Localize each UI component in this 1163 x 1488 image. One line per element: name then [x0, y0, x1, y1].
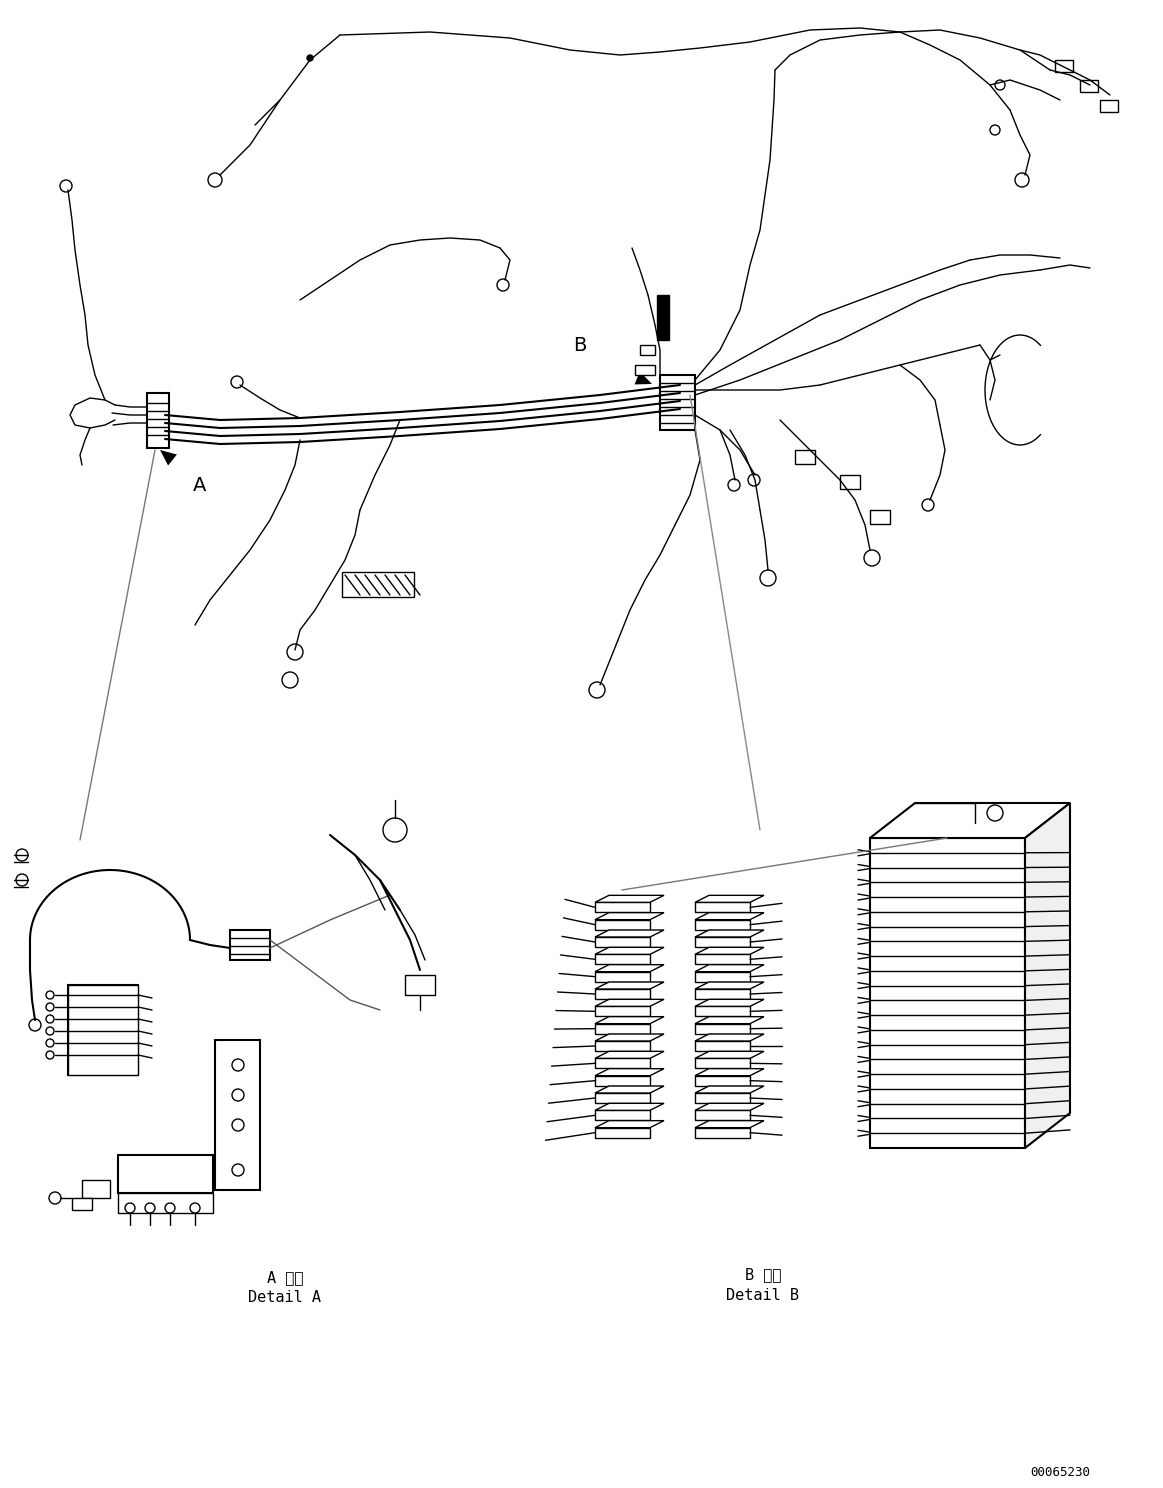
Polygon shape	[595, 896, 664, 902]
Polygon shape	[1025, 804, 1070, 1149]
Polygon shape	[695, 1058, 750, 1068]
Polygon shape	[595, 972, 650, 982]
Polygon shape	[695, 1042, 750, 1051]
Text: Detail A: Detail A	[249, 1290, 321, 1305]
Polygon shape	[695, 948, 764, 954]
Polygon shape	[595, 1103, 664, 1110]
Polygon shape	[595, 964, 664, 972]
Polygon shape	[595, 930, 664, 937]
Polygon shape	[695, 1120, 764, 1128]
Polygon shape	[595, 948, 664, 954]
Polygon shape	[595, 1034, 664, 1042]
Bar	[635, 365, 655, 375]
Polygon shape	[595, 1042, 650, 1051]
Bar	[67, 985, 138, 1074]
Polygon shape	[695, 1034, 764, 1042]
Bar	[83, 1180, 110, 1198]
Polygon shape	[695, 1006, 750, 1016]
Bar	[67, 985, 138, 1074]
Polygon shape	[695, 1110, 750, 1120]
Bar	[405, 975, 435, 995]
Text: A: A	[193, 476, 207, 494]
Polygon shape	[595, 1128, 650, 1138]
Polygon shape	[595, 1058, 650, 1068]
Bar	[230, 930, 270, 960]
Polygon shape	[695, 1052, 764, 1058]
Bar	[870, 510, 890, 524]
Polygon shape	[595, 1094, 650, 1103]
Bar	[657, 295, 669, 339]
Polygon shape	[595, 982, 664, 990]
Bar	[1100, 100, 1118, 112]
Text: A 詳細: A 詳細	[266, 1271, 304, 1286]
Polygon shape	[695, 930, 764, 937]
Polygon shape	[595, 902, 650, 912]
Polygon shape	[695, 1076, 750, 1086]
Polygon shape	[595, 1052, 664, 1058]
Polygon shape	[695, 912, 764, 920]
Polygon shape	[695, 1000, 764, 1006]
Bar	[1080, 80, 1098, 92]
Text: B 詳細: B 詳細	[744, 1268, 782, 1283]
Bar	[72, 1198, 92, 1210]
Polygon shape	[695, 982, 764, 990]
Polygon shape	[695, 990, 750, 998]
Polygon shape	[695, 954, 750, 964]
Polygon shape	[695, 1094, 750, 1103]
Bar	[640, 345, 655, 356]
Bar	[1055, 60, 1073, 71]
Polygon shape	[695, 937, 750, 946]
Polygon shape	[595, 920, 650, 930]
Polygon shape	[870, 838, 1025, 1149]
Polygon shape	[595, 937, 650, 946]
Polygon shape	[595, 1076, 650, 1086]
Polygon shape	[595, 954, 650, 964]
Polygon shape	[695, 902, 750, 912]
Polygon shape	[635, 372, 652, 384]
Bar	[215, 1040, 261, 1190]
Polygon shape	[595, 1068, 664, 1076]
Polygon shape	[595, 1120, 664, 1128]
Text: Detail B: Detail B	[727, 1287, 799, 1302]
Polygon shape	[695, 1024, 750, 1034]
Polygon shape	[695, 972, 750, 982]
Text: B: B	[573, 335, 586, 354]
Polygon shape	[695, 1068, 764, 1076]
Polygon shape	[695, 1103, 764, 1110]
Polygon shape	[695, 1128, 750, 1138]
Bar	[795, 449, 815, 464]
Bar	[117, 1193, 213, 1213]
Polygon shape	[695, 920, 750, 930]
Polygon shape	[595, 990, 650, 998]
Polygon shape	[870, 804, 1070, 838]
Bar	[117, 1155, 213, 1193]
Bar	[840, 475, 859, 490]
Polygon shape	[695, 964, 764, 972]
Polygon shape	[160, 449, 177, 466]
Bar	[342, 571, 414, 597]
Circle shape	[307, 55, 313, 61]
Polygon shape	[695, 1016, 764, 1024]
Polygon shape	[595, 912, 664, 920]
Text: 00065230: 00065230	[1030, 1466, 1090, 1479]
Polygon shape	[595, 1086, 664, 1094]
Polygon shape	[595, 1110, 650, 1120]
Polygon shape	[595, 1016, 664, 1024]
Polygon shape	[695, 896, 764, 902]
Polygon shape	[595, 1006, 650, 1016]
Polygon shape	[595, 1000, 664, 1006]
Polygon shape	[595, 1024, 650, 1034]
Polygon shape	[695, 1086, 764, 1094]
Bar	[659, 375, 695, 430]
Bar	[147, 393, 169, 448]
